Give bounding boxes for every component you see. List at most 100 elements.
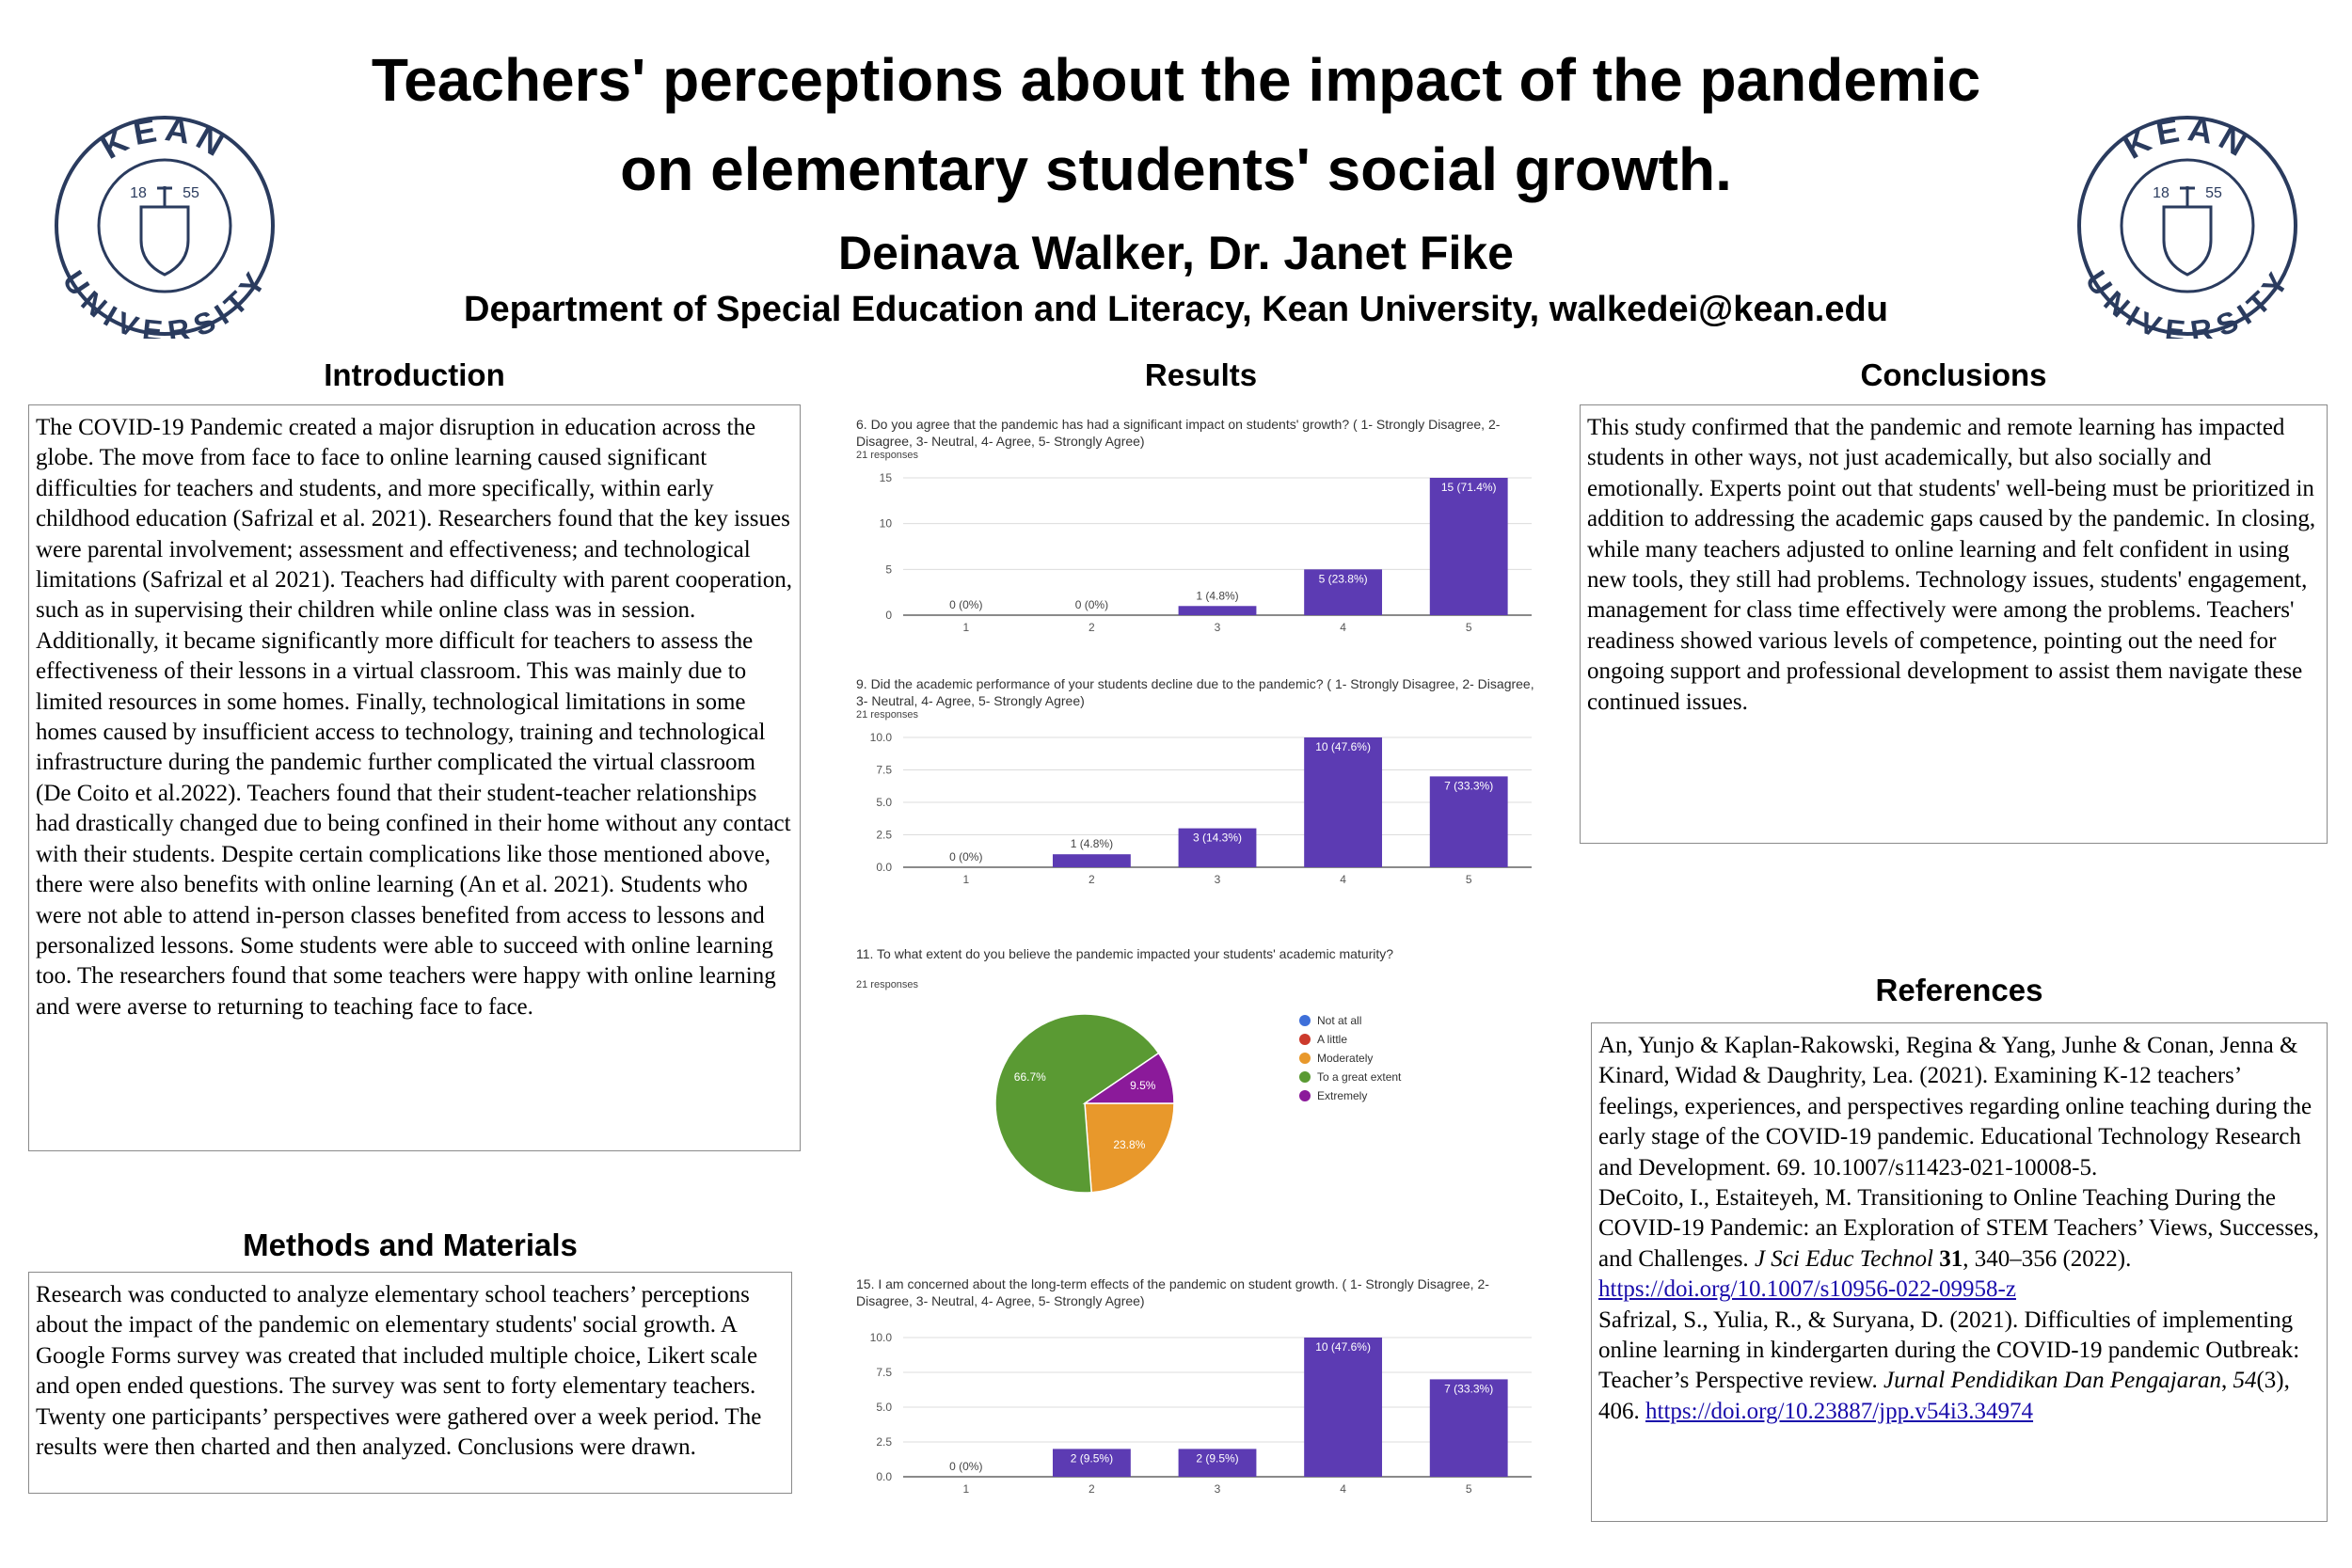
references-list: An, Yunjo & Kaplan-Rakowski, Regina & Ya… (1591, 1022, 2328, 1522)
legend-label: Moderately (1317, 1052, 1373, 1065)
legend-swatch (1299, 1015, 1311, 1026)
intro-text: The COVID-19 Pandemic created a major di… (28, 404, 801, 1151)
x-tick-label: 3 (1215, 873, 1221, 886)
x-tick-label: 1 (962, 873, 969, 886)
x-tick-label: 1 (962, 1482, 969, 1496)
x-tick-label: 4 (1340, 621, 1346, 634)
bar (1304, 737, 1383, 867)
legend-swatch (1299, 1034, 1311, 1045)
reference-text: (3), 406. (1598, 1368, 2290, 1424)
data-label: 0 (0%) (1075, 598, 1108, 611)
data-label: 7 (33.3%) (1444, 1382, 1493, 1395)
y-tick-label: 5.0 (876, 796, 892, 809)
reference-text: Jurnal Pendidikan Dan Pengajaran (1883, 1368, 2221, 1394)
y-tick-label: 10.0 (870, 731, 893, 744)
reference-text: An, Yunjo & Kaplan-Rakowski, Regina & Ya… (1598, 1033, 2312, 1180)
x-tick-label: 2 (1089, 621, 1095, 634)
data-label: 66.7% (1014, 1070, 1046, 1084)
title-line: on elementary students' social growth. (620, 135, 1732, 203)
authors: Deinava Walker, Dr. Janet Fike (838, 227, 1514, 279)
logo-year: 18 (2153, 185, 2169, 201)
bar (1178, 1449, 1257, 1477)
data-label: 10 (47.6%) (1315, 1340, 1371, 1354)
bar (1052, 854, 1131, 867)
x-tick-label: 4 (1340, 1482, 1346, 1496)
x-tick-label: 5 (1466, 1482, 1472, 1496)
reference-text: , 340–356 (2022). (1963, 1245, 2132, 1272)
y-tick-label: 0 (885, 609, 892, 622)
logo-year: 55 (183, 185, 199, 201)
legend-swatch (1299, 1053, 1311, 1064)
data-label: 23.8% (1113, 1138, 1145, 1151)
pie-slice (1084, 1102, 1175, 1194)
reference-text: DeCoito, I., Estaiteyeh, M. Transitionin… (1598, 1185, 2320, 1272)
x-tick-label: 5 (1466, 873, 1472, 886)
bar (1052, 1449, 1131, 1477)
reference-text: J Sci Educ Technol (1754, 1245, 1933, 1272)
data-label: 1 (4.8%) (1196, 589, 1238, 602)
reference-text: , (2220, 1368, 2233, 1394)
chart-title: 11. To what extent do you believe the pa… (856, 946, 1394, 961)
x-tick-label: 2 (1089, 873, 1095, 886)
chart: 6. Do you agree that the pandemic has ha… (847, 412, 1555, 638)
data-label: 1 (4.8%) (1071, 837, 1113, 850)
chart-subtitle: 21 responses (856, 450, 919, 461)
bar (1178, 606, 1257, 615)
reference-text: Safrizal, S., Yulia, R., & Suryana, D. (… (1598, 1307, 2300, 1394)
x-tick-label: 3 (1215, 621, 1221, 634)
chart-plot: 0.0 2.5 5.0 7.5 10.0 0 (0%) 1 1 (4.8%) 2 3 (14.3%… (870, 731, 1532, 886)
data-label: 2 (9.5%) (1196, 1451, 1238, 1465)
logo: KEAN UNIVERSITY 18 55 (55, 113, 275, 339)
chart-subtitle: 21 responses (856, 979, 919, 990)
legend-swatch (1299, 1071, 1311, 1083)
reference-link[interactable]: https://doi.org/10.1007/s10956-022-09958… (1598, 1276, 2016, 1303)
section-heading: Conclusions (1860, 357, 2047, 392)
legend-label: Extremely (1317, 1089, 1367, 1102)
title-line: Teachers' perceptions about the impact o… (371, 46, 1981, 114)
section-heading: Introduction (324, 357, 505, 392)
y-tick-label: 2.5 (876, 829, 892, 842)
y-tick-label: 7.5 (876, 1366, 892, 1379)
logo-year: 18 (130, 185, 147, 201)
bar (1429, 776, 1508, 867)
affiliation: Department of Special Education and Lite… (464, 290, 1888, 329)
y-tick-label: 0.0 (876, 861, 892, 874)
pie-slice (1082, 1052, 1175, 1104)
methods-text: Research was conducted to analyze elemen… (28, 1272, 792, 1494)
data-label: 15 (71.4%) (1441, 481, 1497, 494)
y-tick-label: 7.5 (876, 764, 892, 777)
data-label: 3 (14.3%) (1193, 832, 1242, 845)
x-tick-label: 3 (1215, 1482, 1221, 1496)
pie-slice (994, 1013, 1160, 1194)
y-tick-label: 0.0 (876, 1470, 892, 1483)
legend-label: To a great extent (1317, 1070, 1402, 1084)
reference-text: 31 (1939, 1245, 1963, 1272)
legend-swatch (1299, 1090, 1311, 1101)
logo-year: 55 (2205, 185, 2222, 201)
chart-subtitle: 21 responses (856, 709, 919, 721)
reference-link[interactable]: https://doi.org/10.23887/jpp.v54i3.34974 (1645, 1398, 2034, 1424)
x-tick-label: 4 (1340, 873, 1346, 886)
chart-title: 15. I am concerned about the long-term e… (856, 1276, 1489, 1308)
reference: An, Yunjo & Kaplan-Rakowski, Regina & Ya… (1598, 1031, 2320, 1183)
x-tick-label: 1 (962, 621, 969, 634)
section-heading: References (1875, 973, 2043, 1007)
y-tick-label: 15 (880, 471, 893, 484)
data-label: 10 (47.6%) (1315, 740, 1371, 753)
data-label: 0 (0%) (949, 850, 982, 863)
conclusions-text: This study confirmed that the pandemic a… (1580, 404, 2328, 844)
x-tick-label: 5 (1466, 621, 1472, 634)
data-label: 0 (0%) (949, 1460, 982, 1473)
data-label: 5 (23.8%) (1319, 572, 1368, 585)
reference-text: 54 (2233, 1368, 2257, 1394)
y-tick-label: 5 (885, 562, 892, 576)
x-tick-label: 2 (1089, 1482, 1095, 1496)
data-label: 2 (9.5%) (1071, 1451, 1113, 1465)
data-label: 9.5% (1130, 1079, 1156, 1092)
bar (1304, 569, 1383, 615)
chart-plot: 23.8% 66.7% 9.5% Not at all A little Moderate… (994, 1013, 1402, 1194)
y-tick-label: 5.0 (876, 1401, 892, 1414)
chart-plot: 0 5 10 15 0 (0%) 1 0 (0%) 2 1 (4.8%) 3 5 (23.8%) 4 1… (880, 471, 1532, 634)
legend-label: Not at all (1317, 1014, 1361, 1027)
